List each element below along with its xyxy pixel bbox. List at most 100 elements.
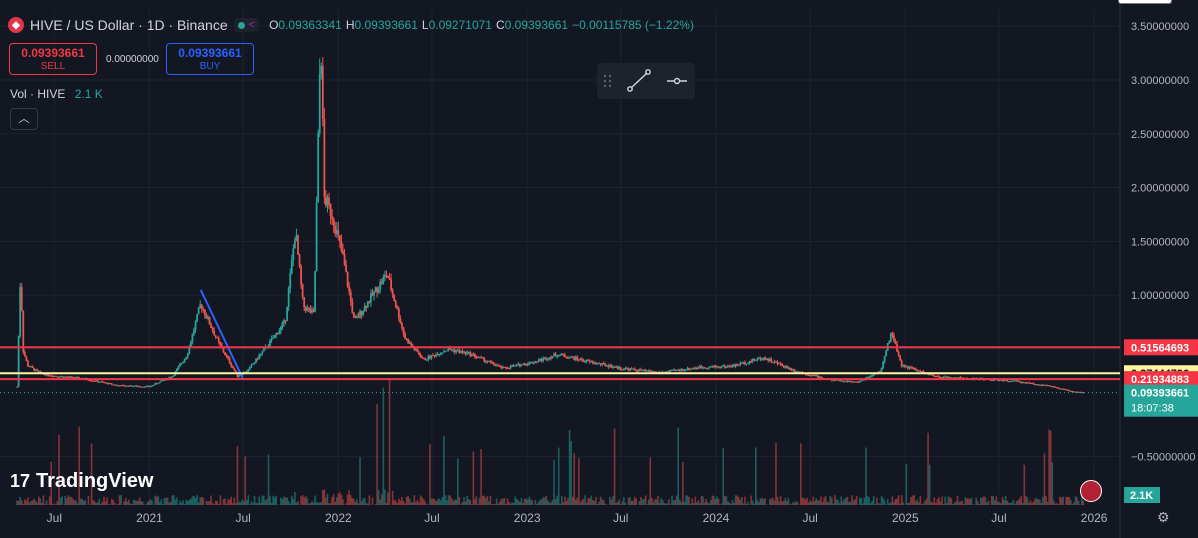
volume-bar [155,496,158,505]
candle-body [160,380,163,382]
live-indicator[interactable]: < [233,18,260,32]
x-tick-label: Jul [235,511,250,525]
volume-bar [933,497,936,505]
candle-body [868,376,870,378]
candle-body [686,367,689,370]
candle-body [813,375,816,377]
volume-bar [1032,501,1035,505]
candle-body [675,370,678,372]
candle-body [685,369,687,371]
volume-bar [917,502,920,505]
candle-body [48,375,51,377]
volume-bar [537,501,540,505]
volume-bar [727,501,729,505]
volume-bar [263,495,265,505]
volume-bar [464,501,467,505]
candle-body [1069,391,1072,393]
candle-body [1038,384,1041,386]
candle-body [207,317,209,319]
x-tick-label: 2026 [1081,511,1108,525]
candle-body [559,354,562,356]
volume-bar [160,499,163,505]
volume-bar [1052,500,1055,505]
volume-bar [148,500,150,505]
volume-bar [173,495,175,505]
candle-body [767,358,770,362]
volume-bar [1021,502,1024,505]
volume-bar [962,504,965,505]
candle-body [1015,380,1018,382]
candle-body [567,357,569,359]
volume-bar [550,502,552,505]
gear-icon[interactable]: ⚙ [1157,509,1170,525]
symbol-title[interactable]: HIVE / US Dollar · 1D · Binance [30,17,228,33]
volume-bar [714,499,717,505]
volume-bar [855,495,858,505]
volume-bar [401,496,403,505]
volume-bar [834,495,836,505]
top-button[interactable] [1118,0,1172,4]
volume-bar [528,496,531,505]
candle-body [176,368,178,372]
price-level-label: 0.21934883 [1131,374,1189,386]
candle-body [725,366,728,368]
candle-body [290,259,293,274]
candle-body [210,324,212,328]
candle-body [730,366,732,368]
collapse-legend-button[interactable]: ︿ [10,108,38,130]
us-flag-icon[interactable] [1080,480,1102,502]
candle-body [933,375,936,377]
candle-body [1046,385,1049,387]
volume-bar [969,498,971,505]
volume-bar [70,496,73,505]
volume-bar [1006,500,1009,505]
candle-body [1003,379,1006,382]
volume-bar [658,502,661,505]
candle-body [281,323,284,327]
volume-legend[interactable]: Vol · HIVE 2.1 K [10,87,103,101]
candle-body [447,347,450,351]
volume-bar [210,495,212,505]
volume-bar [309,503,312,505]
sell-price: 0.09393661 [21,46,85,60]
candle-body [306,307,309,311]
candle-body [806,374,808,376]
volume-label: Vol · HIVE [10,87,66,101]
candle-body [44,373,46,376]
candle-body [602,363,605,365]
volume-bar [402,501,405,505]
candle-body [149,386,152,388]
volume-bar [635,498,638,505]
candle-body [177,366,180,369]
tradingview-watermark: 17 TradingView [10,470,153,493]
candle-body [171,376,174,378]
volume-bar [868,497,870,505]
volume-bar [124,498,127,505]
candle-body [405,338,408,340]
volume-bar [796,502,799,505]
volume-bar [598,501,600,505]
candle-body [293,240,296,249]
candle-body [332,218,335,226]
candle-body [854,381,857,383]
volume-bar [503,497,506,505]
buy-button[interactable]: 0.09393661 BUY [166,43,254,75]
volume-bar [824,495,827,505]
candle-body [508,368,510,370]
candle-body [709,366,712,368]
candle-body [914,368,917,371]
volume-bar [308,503,310,505]
candle-body [408,342,411,344]
volume-bar [444,495,447,505]
volume-bar [745,504,748,505]
volume-bar [1015,500,1018,505]
candle-body [70,376,73,378]
candle-body [376,287,379,293]
volume-bar [162,504,164,505]
candle-body [713,365,715,367]
candle-body [472,353,475,355]
volume-bar [1031,502,1033,505]
sell-button[interactable]: 0.09393661 SELL [9,43,97,75]
trend-line [199,289,245,380]
